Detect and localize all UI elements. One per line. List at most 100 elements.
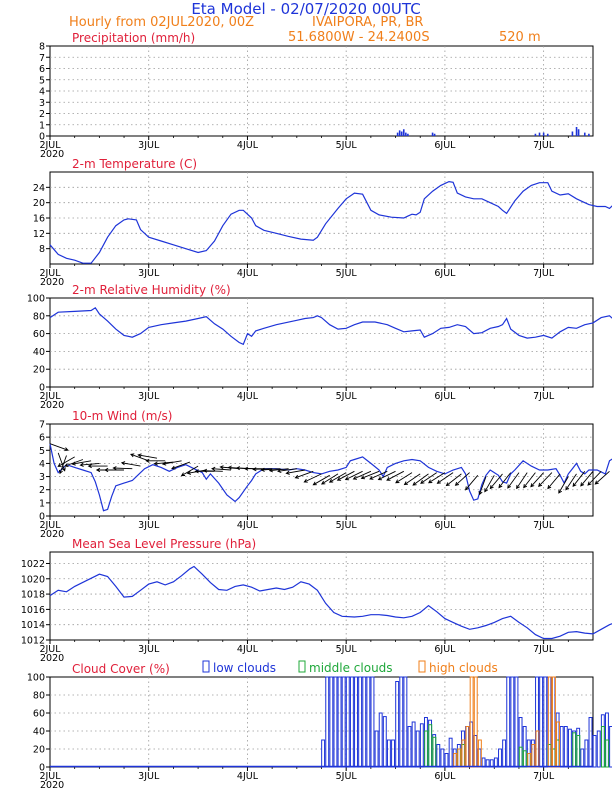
y-tick-label: 1020 bbox=[21, 574, 45, 585]
wind-arrow bbox=[464, 475, 479, 491]
precip-bar bbox=[431, 132, 434, 136]
y-tick-label: 1014 bbox=[21, 620, 45, 631]
wind-arrow bbox=[484, 475, 495, 493]
wind-arrow bbox=[395, 472, 413, 484]
x-tick-label: 2JUL bbox=[39, 268, 61, 279]
wind-arrow bbox=[294, 470, 314, 479]
wind-arrow bbox=[336, 470, 355, 481]
y-tick-label: 2 bbox=[39, 109, 45, 120]
y-tick-label: 100 bbox=[27, 294, 45, 305]
x-tick-label: 2JUL bbox=[39, 140, 61, 151]
x-tick-label: 2JUL bbox=[39, 520, 61, 531]
x-tick-label: 6JUL bbox=[434, 520, 456, 531]
series-line-rh bbox=[49, 306, 612, 346]
panel-title: Precipitation (mm/h) bbox=[72, 31, 195, 45]
x-year-label: 2020 bbox=[40, 400, 64, 411]
x-tick-label: 5JUL bbox=[336, 771, 358, 782]
precip-bar bbox=[571, 131, 574, 136]
wind-arrow bbox=[454, 472, 470, 486]
x-tick-label: 6JUL bbox=[434, 391, 456, 402]
legend-swatch-middle bbox=[298, 660, 306, 673]
panel-title: Mean Sea Level Pressure (hPa) bbox=[72, 537, 256, 551]
chart-subtitle: Hourly from 02JUL2020, 00Z bbox=[69, 15, 254, 30]
cloud-bar-low bbox=[609, 726, 612, 768]
wind-arrow bbox=[428, 472, 446, 484]
wind-arrow bbox=[120, 461, 141, 467]
precip-bar bbox=[542, 132, 545, 136]
wind-arrow bbox=[386, 470, 405, 481]
precip-bar bbox=[534, 133, 537, 136]
y-tick-label: 20 bbox=[33, 365, 45, 376]
panel-title: 10-m Wind (m/s) bbox=[72, 409, 172, 423]
wind-arrow bbox=[145, 458, 166, 463]
x-year-label: 2020 bbox=[40, 277, 64, 288]
wind-arrow bbox=[565, 473, 577, 491]
x-tick-label: 3JUL bbox=[138, 644, 160, 655]
panel-title: 2-m Relative Humidity (%) bbox=[72, 283, 231, 297]
wind-arrow bbox=[478, 476, 487, 496]
y-tick-label: 1012 bbox=[21, 636, 45, 647]
station-elevation: 520 m bbox=[499, 30, 541, 45]
wind-arrow bbox=[489, 473, 503, 490]
station-coordinates: 51.6800W - 24.2400S bbox=[288, 30, 430, 45]
y-tick-label: 1022 bbox=[21, 559, 45, 570]
wind-arrow bbox=[58, 455, 67, 475]
wind-arrow bbox=[344, 470, 363, 481]
wind-arrow bbox=[104, 467, 124, 473]
y-tick-label: 7 bbox=[39, 53, 45, 64]
x-tick-label: 7JUL bbox=[533, 644, 555, 655]
wind-arrow bbox=[71, 460, 92, 466]
x-tick-label: 5JUL bbox=[336, 140, 358, 151]
x-tick-label: 2JUL bbox=[39, 644, 61, 655]
panel-rh: 0 20 40 60 80 100 2JUL 3JUL 4JUL 5JUL 6JUL 7JUL 2020… bbox=[27, 283, 612, 411]
wind-arrow bbox=[377, 470, 396, 481]
y-tick-label: 5 bbox=[39, 446, 45, 457]
wind-arrow bbox=[445, 473, 462, 487]
wind-arrow bbox=[587, 470, 602, 486]
wind-arrow bbox=[112, 466, 133, 471]
y-tick-label: 0 bbox=[39, 512, 45, 523]
y-tick-label: 0 bbox=[39, 763, 45, 774]
panel-wind: 0 1 2 3 4 5 6 7 2JUL 3JUL 4JUL 5JUL 6JUL 7JUL 2020 10-m… bbox=[39, 409, 612, 540]
x-tick-label: 4JUL bbox=[237, 771, 259, 782]
x-year-label: 2020 bbox=[40, 653, 64, 664]
wind-arrow bbox=[171, 461, 191, 470]
y-tick-label: 1 bbox=[39, 498, 45, 509]
wind-arrow bbox=[403, 473, 421, 486]
x-tick-label: 6JUL bbox=[434, 268, 456, 279]
legend-label-low: low clouds bbox=[213, 661, 276, 675]
legend-label-high: high clouds bbox=[429, 661, 498, 675]
x-year-label: 2020 bbox=[40, 529, 64, 540]
wind-arrow bbox=[436, 472, 454, 484]
y-tick-label: 80 bbox=[33, 311, 45, 322]
wind-arrow bbox=[530, 472, 544, 488]
precip-bar bbox=[588, 133, 590, 136]
cloud-bar-low bbox=[592, 735, 597, 768]
x-tick-label: 7JUL bbox=[533, 771, 555, 782]
wind-arrow bbox=[137, 453, 158, 459]
wind-arrow bbox=[580, 471, 594, 487]
wind-arrow bbox=[130, 453, 149, 462]
wind-arrow bbox=[498, 472, 512, 489]
y-tick-label: 12 bbox=[33, 229, 45, 240]
wind-arrow bbox=[369, 470, 388, 480]
y-tick-label: 20 bbox=[33, 745, 45, 756]
x-tick-label: 3JUL bbox=[138, 771, 160, 782]
x-tick-label: 2JUL bbox=[39, 771, 61, 782]
y-tick-label: 3 bbox=[39, 98, 45, 109]
x-tick-label: 4JUL bbox=[237, 268, 259, 279]
x-tick-label: 5JUL bbox=[336, 391, 358, 402]
wind-arrow bbox=[57, 456, 75, 467]
y-tick-label: 1018 bbox=[21, 590, 45, 601]
wind-arrow bbox=[572, 471, 586, 488]
wind-arrow bbox=[49, 443, 69, 452]
panel-clouds: 0 20 40 60 80 100 2JUL 3JUL 4JUL 5JUL 6JUL 7JUL 2020… bbox=[27, 662, 612, 791]
x-year-label: 2020 bbox=[40, 149, 64, 160]
y-tick-label: 7 bbox=[39, 420, 45, 431]
wind-arrow bbox=[57, 452, 66, 472]
wind-arrow bbox=[320, 473, 339, 485]
series-line-wind bbox=[49, 443, 612, 512]
series-line-mslp bbox=[49, 565, 612, 640]
